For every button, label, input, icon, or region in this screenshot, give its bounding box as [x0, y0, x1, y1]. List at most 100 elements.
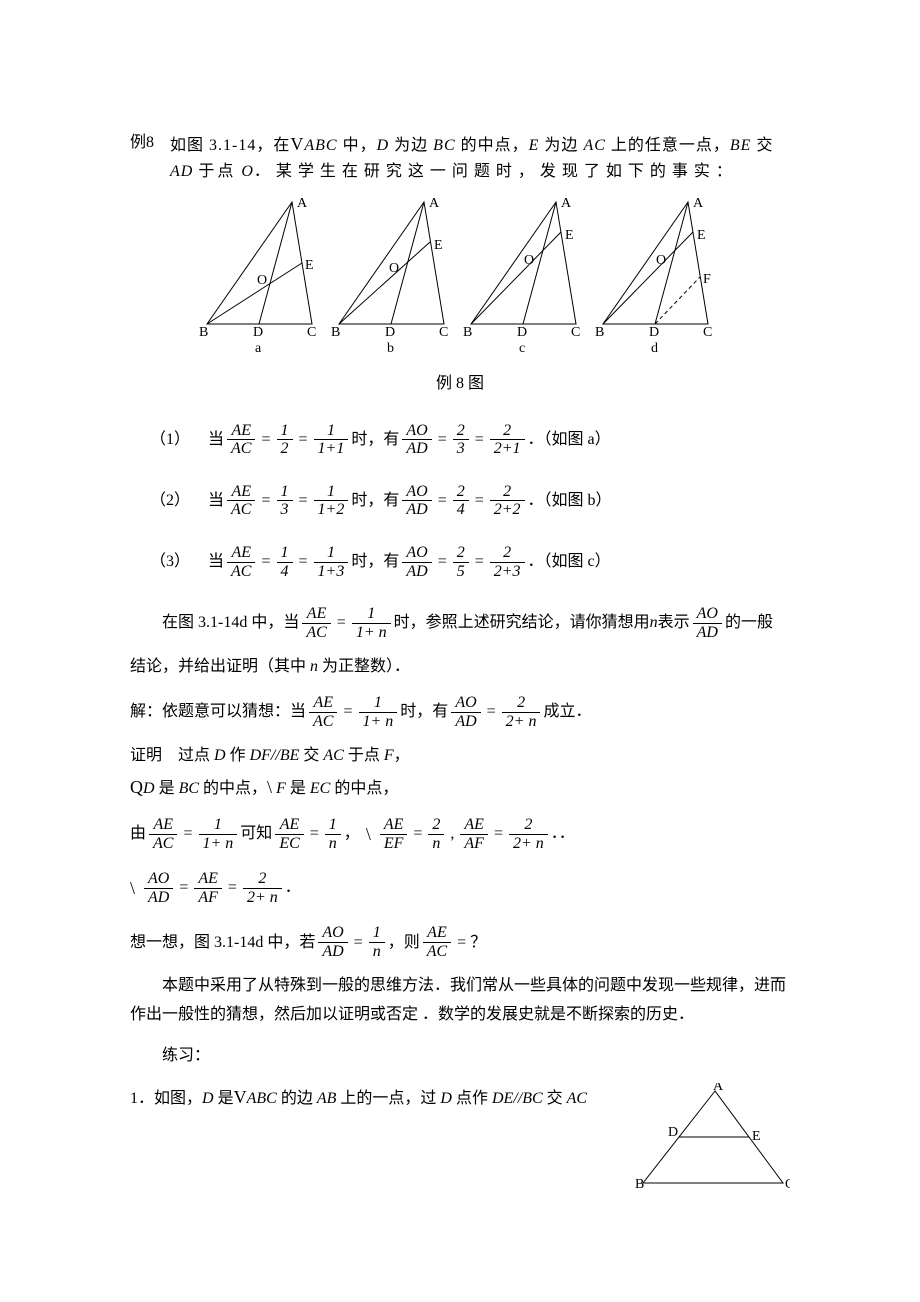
- practice-label: 练习：: [130, 1042, 790, 1071]
- svg-text:E: E: [752, 1129, 761, 1144]
- t: 在图 3.1-14d 中，当: [162, 610, 299, 636]
- t: ，则: [388, 930, 420, 956]
- d: D: [440, 1090, 452, 1107]
- svg-text:A: A: [693, 196, 704, 211]
- svg-text:B: B: [463, 325, 472, 340]
- t: 表示: [658, 610, 690, 636]
- when: 当: [208, 549, 224, 575]
- ref: ．（如图 b）: [528, 488, 612, 514]
- d: D: [214, 747, 226, 764]
- when: 当: [208, 427, 224, 453]
- figure-a: A B D C E O a: [197, 194, 327, 363]
- ec: EC: [310, 780, 330, 797]
- t: 证明 过点: [130, 747, 214, 764]
- there-sym: \: [366, 820, 371, 849]
- t: 于点: [344, 747, 384, 764]
- stmt-num: （2）: [150, 488, 190, 514]
- ref: ．（如图 c）: [528, 549, 611, 575]
- general-q: 在图 3.1-14d 中，当 AEAC = 11+ n 时，参照上述研究结论，请…: [162, 605, 790, 641]
- t: 1．如图，: [130, 1090, 202, 1107]
- triangle-d: A B D C E F O d: [593, 194, 723, 354]
- svg-text:F: F: [703, 272, 711, 287]
- dot: ．: [285, 875, 301, 901]
- dfbe: DF//BE: [250, 747, 300, 764]
- eq: AEAF = 22+ n: [457, 816, 550, 852]
- t: 于点: [198, 163, 236, 180]
- triangle-a: A B D C E O a: [197, 194, 327, 354]
- summary-para: 本题中采用了从特殊到一般的思维方法．我们常从一些具体的问题中发现一些规律，进而作…: [130, 972, 790, 1030]
- eq: AOAD = 1n: [315, 924, 387, 960]
- svg-text:A: A: [713, 1083, 724, 1094]
- practice-figure: A D E B C: [635, 1083, 790, 1202]
- svg-text:D: D: [385, 325, 395, 340]
- triangle-c: A B D C E O c: [461, 194, 591, 354]
- abc: ABC: [304, 137, 337, 154]
- svg-text:b: b: [387, 341, 394, 354]
- svg-text:B: B: [595, 325, 604, 340]
- by: 由: [130, 821, 146, 847]
- d: D: [202, 1090, 214, 1107]
- proof-eq1: 由 AEAC = 11+ n 可知 AEEC = 1n ， \ AEEF = 2…: [130, 816, 790, 852]
- practice-1: A D E B C 1．如图，D 是VABC 的边 AB 上的一点，过 D 点作…: [130, 1083, 790, 1112]
- e: E: [529, 137, 540, 154]
- svg-text:D: D: [517, 325, 527, 340]
- t: ．某学生在研究这一问题时，发现了如下的事实：: [254, 163, 738, 180]
- svg-text:E: E: [434, 238, 443, 253]
- d: D: [143, 780, 155, 797]
- t: 为边: [389, 137, 433, 154]
- there-sym: \: [130, 874, 135, 903]
- svg-text:C: C: [439, 325, 448, 340]
- figures-row: A B D C E O a A B D C E O b A: [130, 194, 790, 363]
- eq: AEAC = 14 = 11+3: [224, 544, 351, 580]
- t: 作: [226, 747, 250, 764]
- svg-text:C: C: [703, 325, 712, 340]
- eq: AEAC = 12 = 11+1: [224, 422, 351, 458]
- t: 的边: [277, 1090, 317, 1107]
- solution-guess: 解：依题意可以猜想：当 AEAC = 11+ n 时，有 AOAD = 22+ …: [130, 694, 790, 730]
- n: n: [650, 610, 658, 636]
- statement-1: （1） 当 AEAC = 12 = 11+1 时，有 AOAD = 23 = 2…: [150, 422, 790, 458]
- eq: AEAC = 13 = 11+2: [224, 483, 351, 519]
- think: 想一想，图 3.1-14d 中，若 AOAD = 1n ，则 AEAC = ？: [130, 924, 790, 960]
- t: 的中点，: [330, 780, 398, 797]
- t: 的中点，: [456, 137, 529, 154]
- general-q2: 结论，并给出证明（其中 n 为正整数）．: [130, 653, 790, 682]
- svg-text:A: A: [297, 196, 308, 211]
- f: F: [384, 747, 394, 764]
- figure-b: A B D C E O b: [329, 194, 459, 363]
- svg-text:E: E: [565, 228, 574, 243]
- t: 时，参照上述研究结论，请你猜想用: [394, 610, 650, 636]
- example-header: 例8 如图 3.1-14，在VABC 中，D 为边 BC 的中点，E 为边 AC…: [130, 130, 790, 184]
- abc: ABC: [247, 1090, 277, 1107]
- t: 中，: [338, 137, 377, 154]
- ac: AC: [567, 1090, 587, 1107]
- tri-sym: V: [234, 1087, 247, 1107]
- n: n: [310, 658, 318, 675]
- bc: BC: [433, 137, 455, 154]
- ab: AB: [317, 1090, 337, 1107]
- eq: AEAC: [420, 924, 454, 960]
- t: 上的一点，过: [336, 1090, 440, 1107]
- c: ，: [344, 821, 360, 847]
- svg-text:B: B: [635, 1177, 644, 1192]
- svg-text:O: O: [656, 253, 666, 268]
- t: 是: [286, 780, 310, 797]
- t: 想一想，图 3.1-14d 中，若: [130, 930, 315, 956]
- svg-text:E: E: [305, 258, 314, 273]
- t: 结论，并给出证明（其中: [130, 658, 310, 675]
- svg-text:O: O: [389, 261, 399, 276]
- stmt-num: （3）: [150, 549, 190, 575]
- eq: AEAC = 11+ n: [146, 816, 240, 852]
- t: 是: [214, 1090, 234, 1107]
- t: 时，有: [400, 699, 448, 725]
- t: 点作: [452, 1090, 492, 1107]
- ac: AC: [323, 747, 343, 764]
- eq: AEAC = 11+ n: [306, 694, 400, 730]
- eq: AEEF = 2n: [377, 816, 448, 852]
- practice-triangle: A D E B C: [635, 1083, 790, 1193]
- svg-text:D: D: [668, 1125, 678, 1140]
- when: 当: [208, 488, 224, 514]
- figure-caption: 例 8 图: [130, 371, 790, 397]
- proof-line1: 证明 过点 D 作 DF//BE 交 AC 于点 F， QD 是 BC 的中点，…: [130, 742, 790, 804]
- eq: AOAD = AEAF = 22+ n: [141, 870, 285, 906]
